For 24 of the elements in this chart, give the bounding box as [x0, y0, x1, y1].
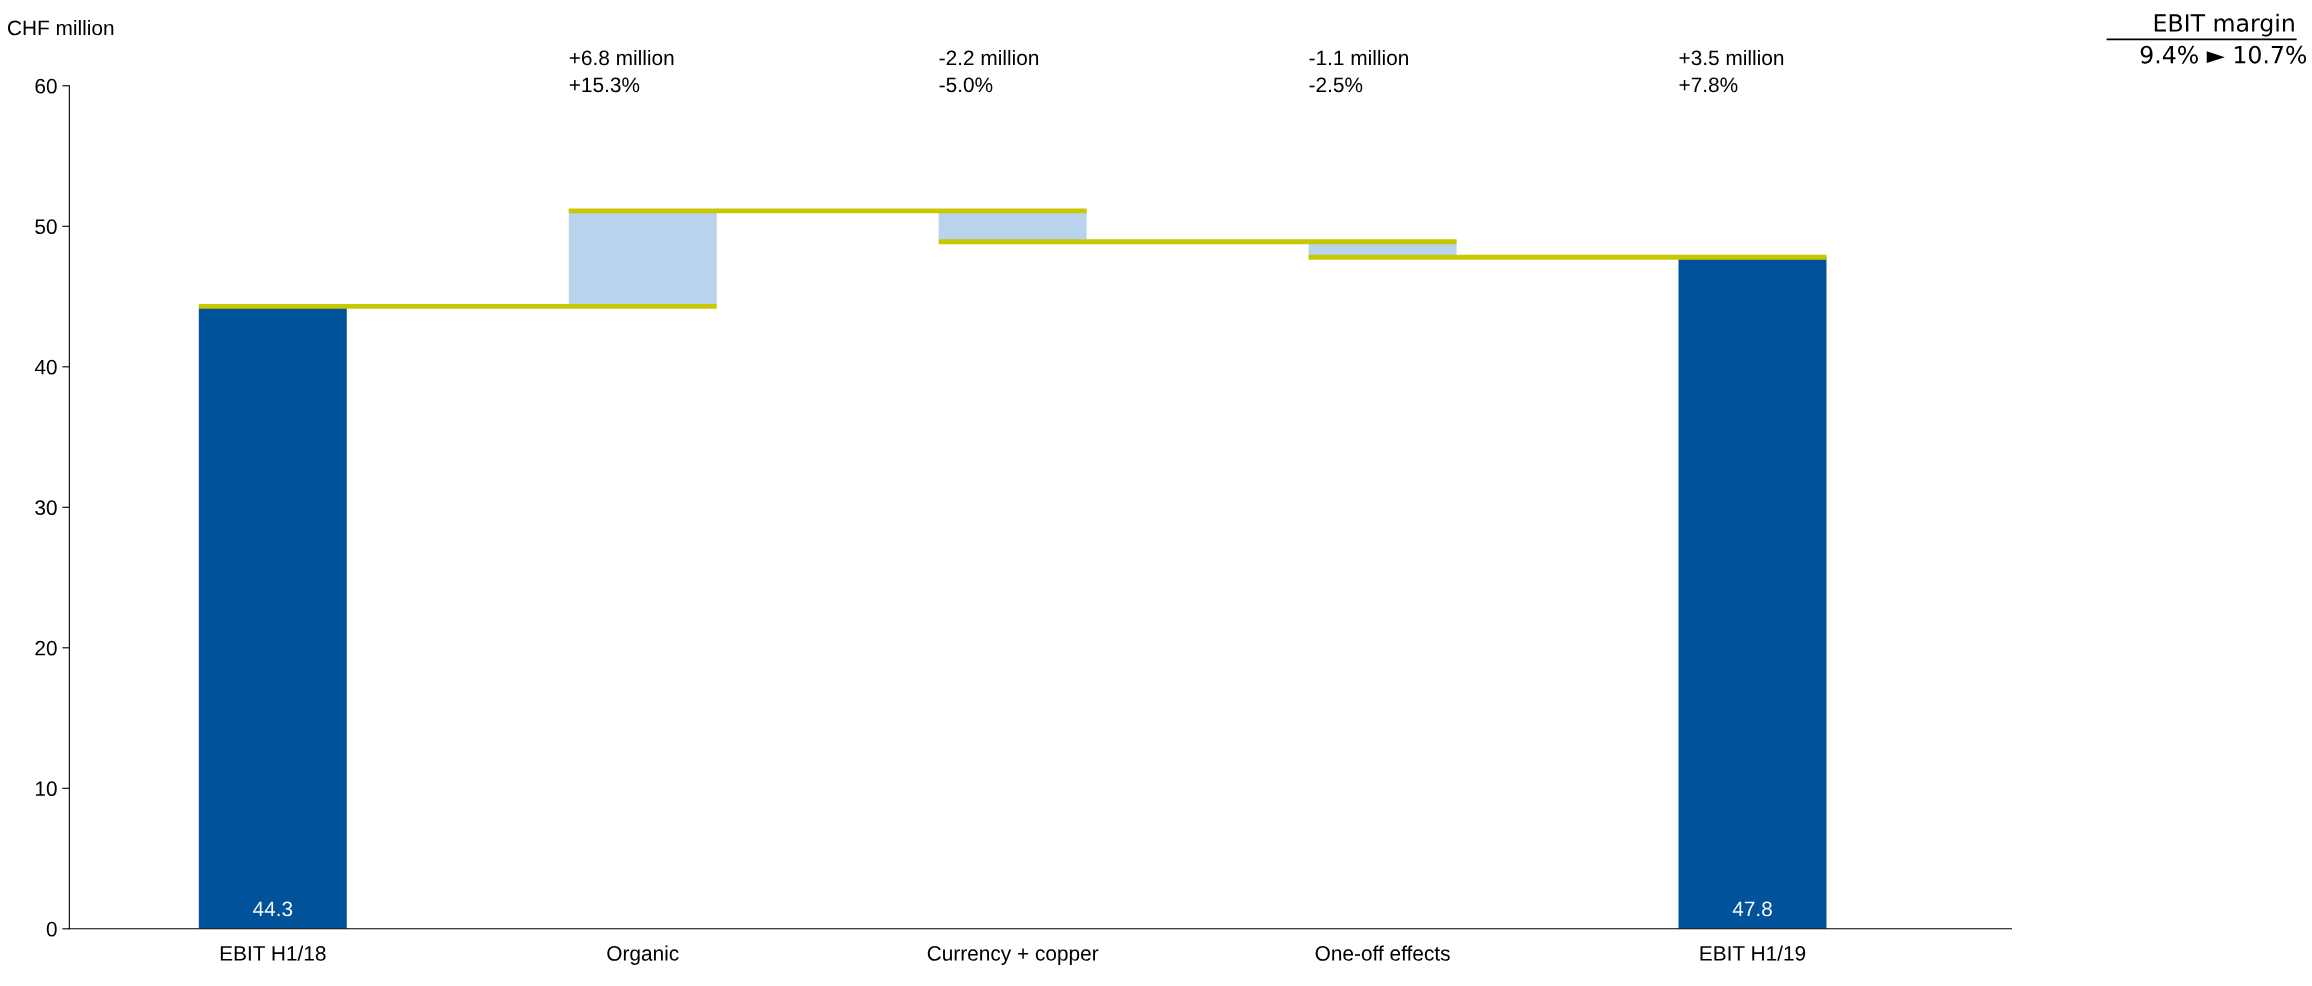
annotation: +3.5 million +7.8% — [1679, 49, 1784, 93]
x-tick-label: One-off effects — [1315, 945, 1450, 961]
y-tick-label: 50 — [35, 219, 57, 235]
x-tick-label: EBIT H1/19 — [1700, 945, 1806, 961]
y-tick-label: 60 — [35, 78, 57, 94]
bar — [198, 306, 347, 929]
y-tick-label: 10 — [35, 781, 57, 797]
bar — [568, 210, 717, 307]
text: EBIT margin — [2154, 13, 2294, 37]
y-tick-label: 0 — [46, 921, 57, 937]
x-tick-label: EBIT H1/18 — [220, 945, 326, 961]
data-label: 47.8 — [1732, 901, 1772, 917]
annotation: +6.8 million +15.3% — [569, 49, 674, 93]
x-tick-label: Currency + copper — [927, 946, 1099, 965]
text: 9.4% ► 10.7% — [2140, 45, 2307, 64]
y-tick-label: 20 — [35, 640, 57, 656]
x-tick-label: Organic — [607, 945, 679, 965]
annotation: -1.1 million -2.5% — [1309, 49, 1408, 93]
bar — [1678, 257, 1827, 929]
data-label: 44.3 — [253, 901, 293, 917]
y-tick-label: 40 — [34, 359, 57, 375]
annotation: -2.2 million -5.0% — [939, 49, 1039, 93]
y-tick-label: 30 — [35, 500, 57, 516]
y-axis-title: CHF million — [7, 20, 114, 36]
